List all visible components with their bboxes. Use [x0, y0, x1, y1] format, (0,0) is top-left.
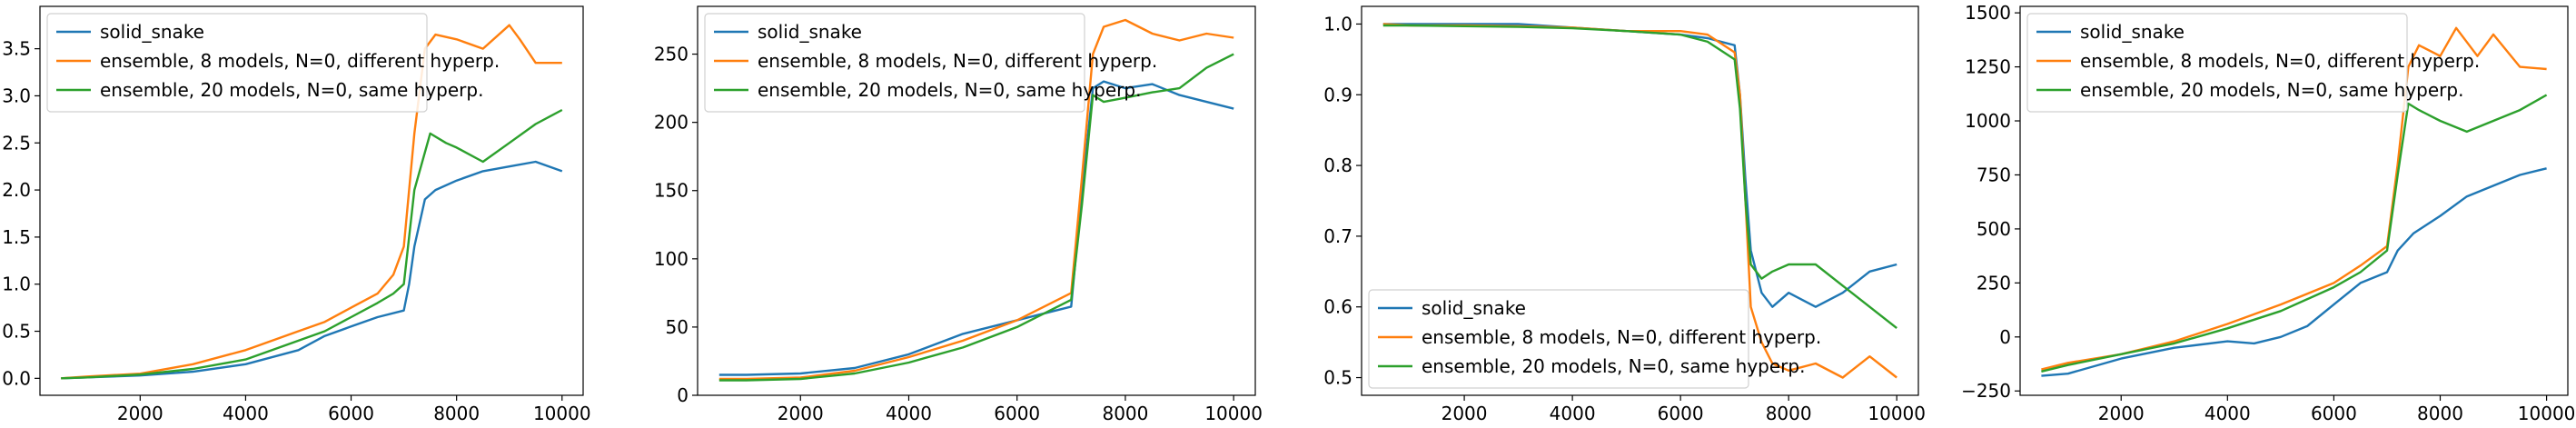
y-tick-label: 750	[1977, 164, 2011, 185]
chart-panel-4: 2000 4000 6000 8000 10000 −250 0 250 500 750 1000 1…	[1961, 2, 2575, 424]
plot-frame	[1361, 5, 1919, 396]
legend-box	[704, 13, 1085, 113]
x-tick-label: 8000	[1766, 403, 1812, 424]
series-line-3	[61, 108, 563, 380]
legend-box	[2026, 13, 2408, 113]
y-tick-label: 0.0	[2, 367, 31, 389]
series-line-3	[718, 53, 1234, 382]
y-tick-label: 0	[1999, 326, 2011, 348]
x-tick-label: 6000	[1658, 403, 1704, 424]
series-line-1	[2041, 167, 2547, 377]
y-tick-label: 0	[677, 384, 689, 406]
y-tick-label: 2.5	[2, 132, 31, 154]
x-tick-label: 10000	[1868, 403, 1926, 424]
legend-label-2: ensemble, 8 models, N=0, different hyper…	[758, 50, 1157, 72]
legend-label-1: solid_snake	[1422, 297, 1526, 319]
legend-box	[1368, 289, 1749, 389]
legend-label-1: solid_snake	[758, 21, 862, 43]
series-line-3	[2041, 94, 2548, 373]
series-line-1	[718, 80, 1234, 376]
x-tick-label: 6000	[328, 403, 374, 424]
series-line-1	[61, 160, 563, 380]
y-tick-label: 1.0	[2, 274, 31, 295]
y-tick-label: 250	[654, 44, 689, 65]
x-tick-label: 10000	[2518, 403, 2576, 424]
x-tick-label: 2000	[778, 403, 824, 424]
legend: solid_snake ensemble, 8 models, N=0, diff…	[2026, 13, 2480, 113]
y-tick-label: 1000	[1965, 110, 2011, 132]
legend-label-1: solid_snake	[100, 21, 204, 43]
plot-frame	[2019, 5, 2569, 396]
y-tick-label: 0.7	[1323, 225, 1352, 247]
series-line-2	[61, 24, 562, 380]
chart-panel-2: 2000 4000 6000 8000 10000 0 50 100 150 200 250 soli…	[654, 5, 1263, 424]
x-tick-label: 10000	[533, 403, 591, 424]
x-tick-label: 6000	[994, 403, 1040, 424]
chart-panel-1: 2000 4000 6000 8000 10000 0.0 0.5 1.0 1.5 2.0 2.5 3…	[2, 5, 591, 424]
y-tick-label: 100	[654, 248, 689, 270]
y-tick-label: 1500	[1965, 2, 2011, 24]
legend-label-1: solid_snake	[2080, 21, 2185, 43]
y-tick-label: 0.8	[1323, 154, 1352, 176]
x-tick-label: 2000	[1442, 403, 1488, 424]
plot-frame	[697, 5, 1256, 396]
y-tick-label: 200	[654, 112, 689, 134]
legend: solid_snake ensemble, 8 models, N=0, diff…	[1368, 289, 1821, 389]
x-tick-label: 4000	[2204, 403, 2251, 424]
y-tick-label: 1.0	[1323, 13, 1352, 35]
y-tick-label: 50	[666, 316, 689, 338]
y-tick-label: 0.9	[1323, 84, 1352, 105]
legend: solid_snake ensemble, 8 models, N=0, diff…	[46, 13, 500, 113]
legend-label-2: ensemble, 8 models, N=0, different hyper…	[1422, 326, 1821, 348]
x-tick-label: 8000	[2417, 403, 2463, 424]
plot-frame	[39, 5, 584, 396]
y-tick-label: 250	[1977, 272, 2011, 294]
legend-label-3: ensemble, 20 models, N=0, same hyperp.	[2080, 79, 2463, 101]
legend-label-2: ensemble, 8 models, N=0, different hyper…	[100, 50, 500, 72]
series-line-3	[1382, 24, 1897, 330]
legend-label-3: ensemble, 20 models, N=0, same hyperp.	[758, 79, 1141, 101]
x-tick-label: 4000	[223, 403, 269, 424]
y-tick-label: 0.6	[1323, 296, 1352, 318]
legend-label-3: ensemble, 20 models, N=0, same hyperp.	[100, 79, 483, 101]
y-tick-label: 3.5	[2, 38, 31, 60]
x-tick-label: 2000	[117, 403, 163, 424]
y-tick-label: 2.0	[2, 179, 31, 201]
y-tick-label: 0.5	[2, 321, 31, 343]
legend-label-2: ensemble, 8 models, N=0, different hyper…	[2080, 50, 2480, 72]
chart-panel-3: 2000 4000 6000 8000 10000 0.5 0.6 0.7 0.8 0.9 1.0 s…	[1323, 5, 1926, 424]
x-tick-label: 2000	[2098, 403, 2145, 424]
legend-label-3: ensemble, 20 models, N=0, same hyperp.	[1422, 355, 1805, 377]
x-tick-label: 4000	[1550, 403, 1596, 424]
y-tick-label: 1.5	[2, 226, 31, 248]
x-tick-label: 6000	[2311, 403, 2357, 424]
legend: solid_snake ensemble, 8 models, N=0, diff…	[704, 13, 1157, 113]
x-tick-label: 8000	[1102, 403, 1148, 424]
y-tick-label: 0.5	[1323, 367, 1352, 389]
y-tick-label: 1250	[1965, 56, 2011, 78]
y-tick-label: 150	[654, 180, 689, 202]
x-tick-label: 8000	[433, 403, 480, 424]
x-tick-label: 4000	[886, 403, 932, 424]
x-tick-label: 10000	[1204, 403, 1263, 424]
legend-box	[46, 13, 428, 113]
y-tick-label: 500	[1977, 218, 2011, 240]
y-tick-label: 3.0	[2, 85, 31, 106]
y-tick-label: −250	[1961, 380, 2011, 402]
series-line-1	[1382, 23, 1897, 308]
